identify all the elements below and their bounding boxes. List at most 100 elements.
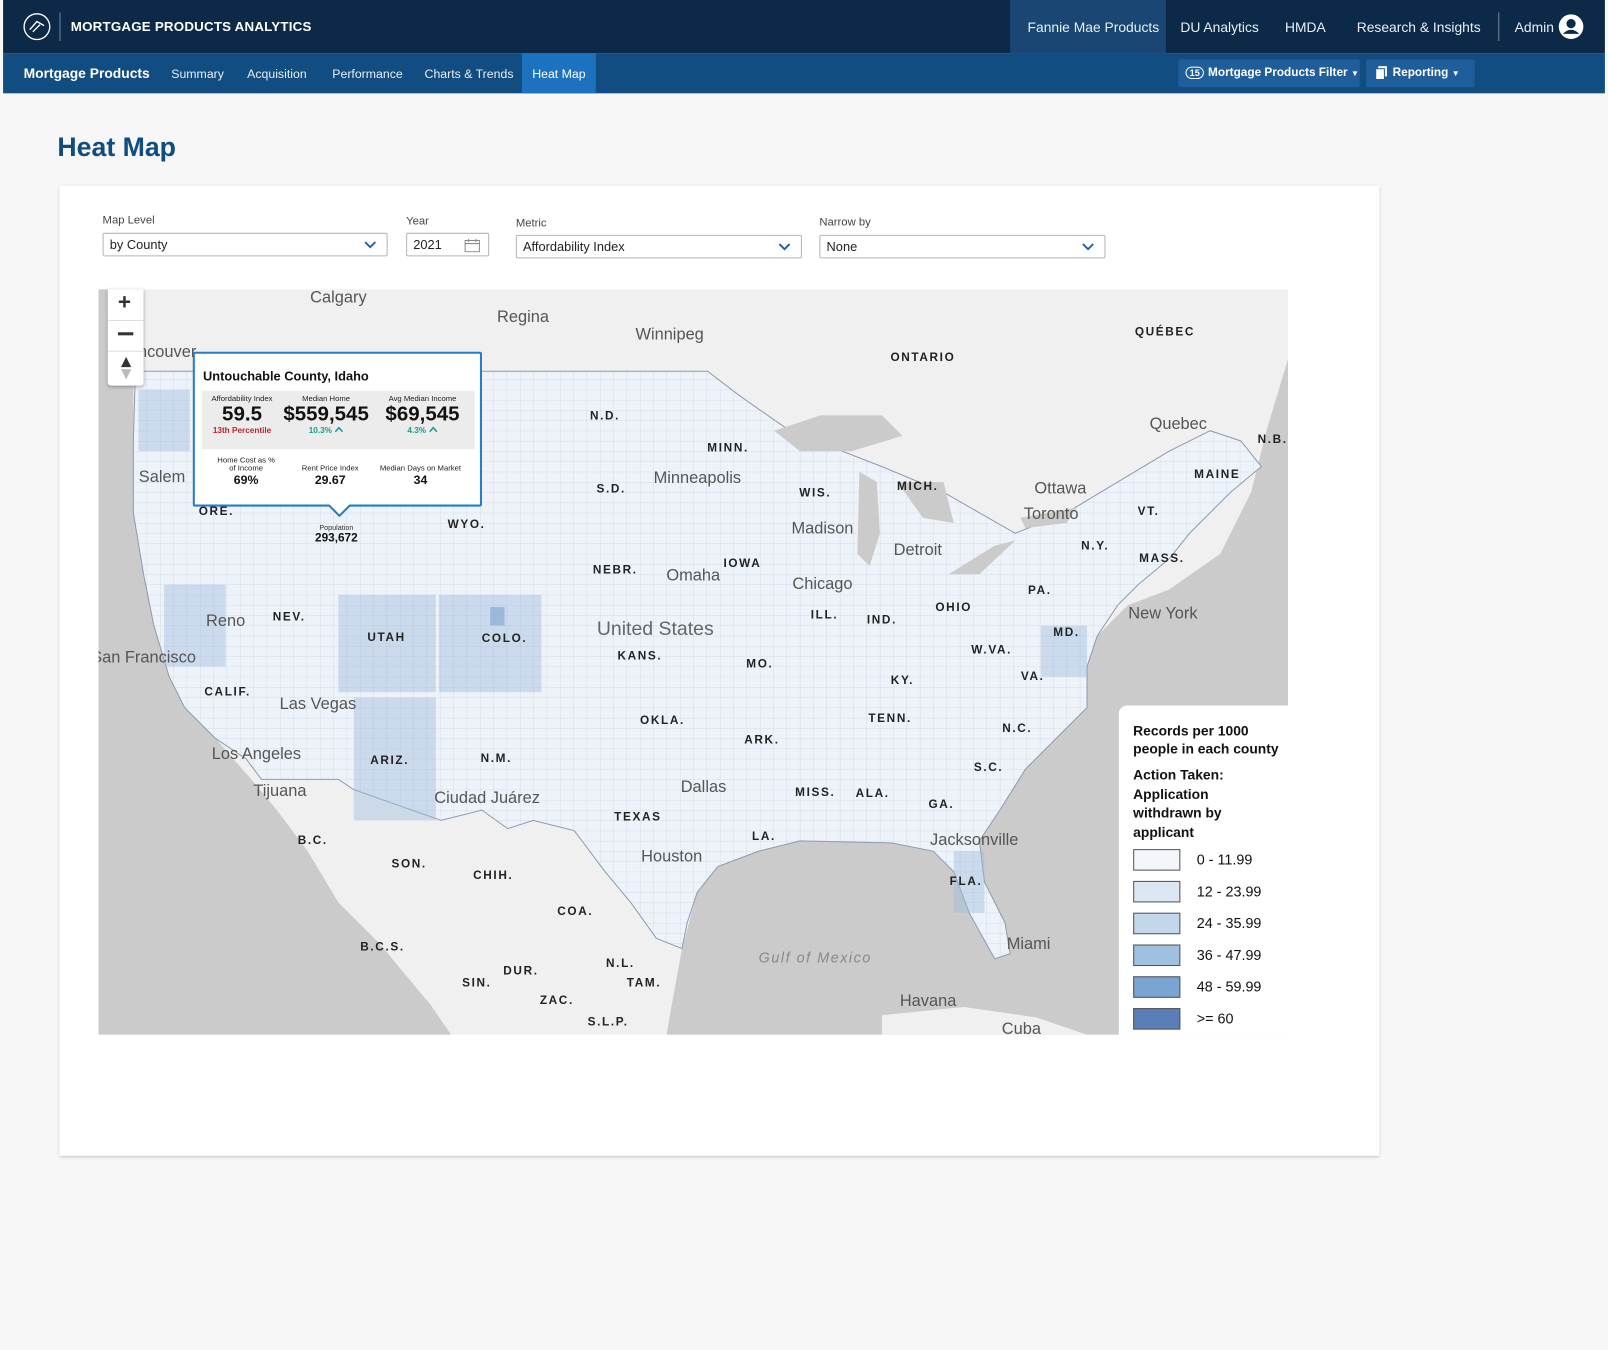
detail-label: Home Cost as % of Income bbox=[217, 455, 275, 473]
map-label: SIN. bbox=[462, 977, 491, 990]
filter-count: 15 bbox=[1185, 66, 1204, 79]
select[interactable]: None bbox=[819, 234, 1106, 259]
metric: Affordability Index 59.5 13th Percentile bbox=[202, 394, 282, 435]
tooltip-pointer bbox=[328, 504, 351, 517]
metric-label: Median Home bbox=[302, 393, 351, 404]
legend-label: 48 - 59.99 bbox=[1196, 978, 1262, 995]
map-label: N.D. bbox=[590, 409, 620, 422]
tab[interactable]: Heat Map bbox=[532, 66, 586, 82]
detail-value: 29.67 bbox=[314, 472, 346, 488]
metric-label: Avg Median Income bbox=[388, 393, 457, 404]
metric-note: 13th Percentile bbox=[212, 425, 272, 435]
divider bbox=[107, 319, 144, 321]
map-label: MINN. bbox=[707, 441, 749, 454]
map-label: Calgary bbox=[310, 289, 367, 307]
map-label: S.D. bbox=[596, 482, 625, 495]
metric: Median Home $559,545 10.3% bbox=[282, 394, 370, 435]
map-label: Los Angeles bbox=[212, 745, 301, 763]
map-label: ORE. bbox=[199, 505, 234, 518]
shaded-county bbox=[490, 607, 505, 626]
select-value: 2021 bbox=[413, 237, 442, 253]
population-label: Population bbox=[319, 525, 354, 533]
date-input[interactable]: 2021 bbox=[406, 232, 490, 257]
map-label: SON. bbox=[391, 858, 426, 871]
us-counties bbox=[132, 370, 1263, 960]
map-label: Reno bbox=[206, 612, 245, 630]
metric-value: 59.5 bbox=[222, 403, 262, 426]
map-label: WIS. bbox=[799, 486, 831, 499]
calendar-icon bbox=[464, 238, 480, 253]
detail: Rent Price Index 29.67 bbox=[297, 463, 363, 488]
map-label: OHIO bbox=[935, 601, 972, 614]
filter-button[interactable]: 15 Mortgage Products Filter ▼ bbox=[1178, 59, 1360, 88]
tab[interactable]: Acquisition bbox=[247, 66, 307, 82]
tooltip: Untouchable County, Idaho Affordability … bbox=[192, 351, 482, 507]
nav-link[interactable]: HMDA bbox=[1284, 19, 1326, 35]
logo[interactable] bbox=[23, 12, 52, 41]
detail-value: 69% bbox=[233, 472, 259, 488]
map-label: QUÉBEC bbox=[1135, 325, 1195, 338]
doc-icon bbox=[1375, 66, 1387, 80]
user-name[interactable]: Admin bbox=[1514, 19, 1554, 35]
select[interactable]: by County bbox=[102, 232, 388, 257]
field-label: Metric bbox=[515, 217, 547, 230]
map-label: KANS. bbox=[617, 649, 662, 662]
nav-link[interactable]: Research & Insights bbox=[1356, 19, 1481, 35]
map-label: San Francisco bbox=[98, 649, 196, 667]
map-label: GA. bbox=[928, 798, 954, 811]
nav-link[interactable]: DU Analytics bbox=[1180, 19, 1259, 35]
legend-swatch bbox=[1133, 849, 1181, 871]
reporting-button[interactable]: Reporting ▼ bbox=[1365, 59, 1475, 88]
nav-link[interactable]: Fannie Mae Products bbox=[1027, 19, 1160, 35]
map-label: Cuba bbox=[1002, 1020, 1042, 1035]
map-label: Gulf of Mexico bbox=[759, 951, 872, 967]
chevron bbox=[364, 241, 376, 249]
tab[interactable]: Performance bbox=[332, 66, 403, 82]
map-label: COLO. bbox=[482, 632, 528, 645]
map-label: MAINE bbox=[1194, 468, 1240, 481]
brand: MORTGAGE PRODUCTS ANALYTICS bbox=[70, 18, 312, 34]
map-label: TEXAS bbox=[614, 810, 661, 823]
map-label: Omaha bbox=[666, 567, 721, 585]
map-label: TAM. bbox=[627, 977, 661, 990]
population-value: 293,672 bbox=[315, 532, 358, 545]
legend-label: 0 - 11.99 bbox=[1196, 851, 1253, 868]
legend-swatch bbox=[1133, 1008, 1181, 1030]
zoom-control: + bbox=[107, 289, 144, 386]
map-label: Regina bbox=[497, 308, 550, 326]
map-label: N.B. bbox=[1258, 433, 1288, 446]
legend-label: 24 - 35.99 bbox=[1196, 914, 1262, 932]
map-label: Tijuana bbox=[253, 782, 307, 800]
legend-swatch bbox=[1133, 976, 1181, 998]
map-label: ARIZ. bbox=[370, 754, 409, 767]
map-label: MO. bbox=[746, 658, 773, 671]
map-label: VA. bbox=[1021, 670, 1045, 683]
active-nav-bg bbox=[1010, 0, 1166, 54]
select-value: by County bbox=[109, 237, 168, 253]
map-label: NEBR. bbox=[593, 563, 638, 576]
map-label: Minneapolis bbox=[654, 469, 741, 487]
up-arrow bbox=[334, 426, 344, 433]
page-title: Heat Map bbox=[57, 131, 176, 163]
up-arrow bbox=[428, 426, 438, 433]
detail: Median Days on Market 34 bbox=[379, 464, 461, 487]
map-label: Havana bbox=[900, 992, 957, 1010]
compass[interactable] bbox=[119, 355, 133, 382]
metric-value: $69,545 bbox=[385, 403, 460, 426]
map-label: CALIF. bbox=[204, 685, 251, 698]
sub-nav: Mortgage Products Summary Acquisition Pe… bbox=[3, 53, 1605, 94]
user-icon[interactable] bbox=[1558, 13, 1585, 40]
map-label: ARK. bbox=[744, 734, 779, 747]
map-label: Winnipeg bbox=[635, 326, 703, 344]
select[interactable]: Affordability Index bbox=[515, 234, 802, 259]
map-label: NEV. bbox=[273, 610, 306, 623]
map-label: Dallas bbox=[681, 778, 727, 796]
map-label: IND. bbox=[867, 614, 897, 627]
detail-label: Rent Price Index bbox=[301, 463, 359, 473]
zoom-in[interactable]: + bbox=[117, 289, 132, 315]
tab[interactable]: Summary bbox=[171, 66, 224, 82]
zoom-out[interactable] bbox=[117, 332, 134, 336]
top-bar: MORTGAGE PRODUCTS ANALYTICS Fannie Mae P… bbox=[3, 0, 1605, 54]
tab[interactable]: Charts & Trends bbox=[424, 66, 514, 82]
map-label: Detroit bbox=[894, 541, 943, 559]
